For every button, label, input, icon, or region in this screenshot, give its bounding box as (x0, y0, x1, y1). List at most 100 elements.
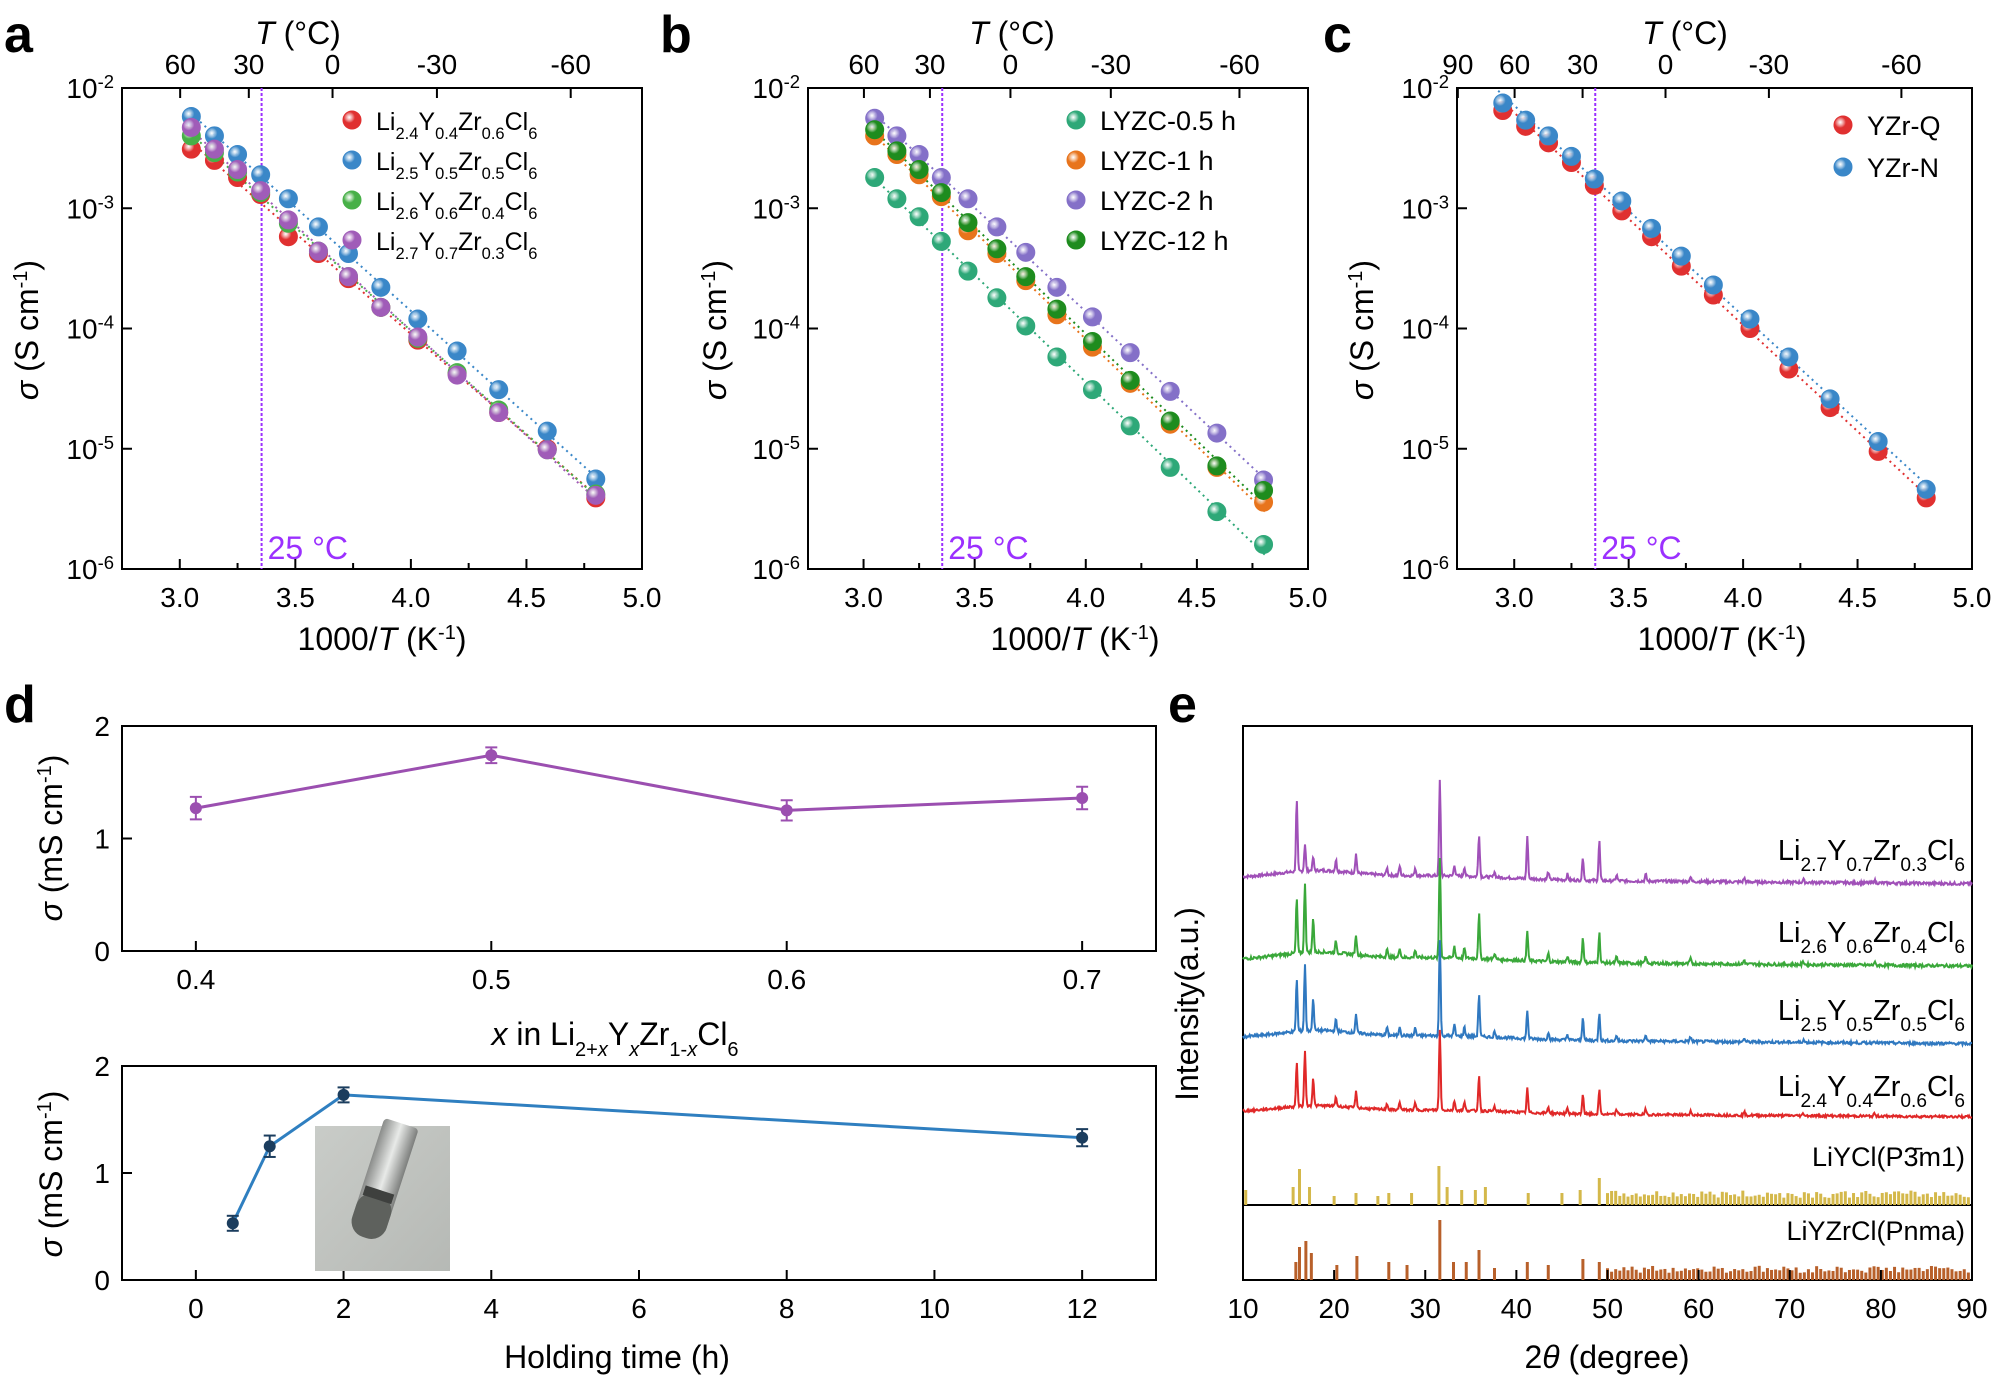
top-tick-label: 60 (848, 49, 879, 80)
panel-d-bottom-series (226, 1086, 1089, 1232)
data-point (489, 403, 509, 423)
panel-d-top-series (189, 746, 1089, 822)
pattern-label: Li2.7Y0.7Zr0.3Cl6 (1778, 835, 1965, 876)
panel-b-25c-label: 25 °C (948, 530, 1028, 566)
data-point (1160, 457, 1180, 477)
data-point (226, 1217, 239, 1230)
y-tick-label: 1 (94, 824, 110, 855)
x-tick-label: 4.0 (391, 582, 430, 613)
x-tick-label: 5.0 (623, 582, 662, 613)
reference-label: LiYZrCl(Pnma) (1786, 1216, 1965, 1246)
panel-a-xlabel: 1000/T (K-1) (298, 621, 467, 657)
xrd-pattern (1242, 1029, 1973, 1120)
data-point (447, 365, 467, 385)
data-point (1082, 331, 1102, 351)
y-tick-label: 10-5 (66, 431, 114, 465)
data-point (278, 210, 298, 230)
data-point (1671, 246, 1691, 266)
x-tick-label: 0 (188, 1293, 204, 1324)
data-point (887, 189, 907, 209)
data-point (1016, 316, 1036, 336)
x-tick-label: 20 (1319, 1293, 1350, 1324)
data-point (1047, 347, 1067, 367)
data-point (865, 168, 885, 188)
panel-a-top-ticks: 60 30 0 -30 -60 (165, 49, 591, 98)
panel-a-points (181, 106, 606, 508)
data-point (371, 277, 391, 297)
panel-e-references (1244, 1166, 1970, 1280)
panel-b-legend: LYZC-0.5 h LYZC-1 h LYZC-2 h LYZC-12 h (1066, 106, 1236, 256)
y-tick-label: 10-2 (752, 71, 800, 105)
panel-b-letter: b (660, 6, 692, 64)
legend-marker (1066, 230, 1086, 250)
xrd-pattern (1242, 857, 1973, 971)
panel-d-top-yticks: 0 1 2 (94, 711, 132, 967)
panel-e-xticks: 10 20 30 40 50 60 70 80 90 (1227, 1270, 1988, 1324)
data-point (537, 421, 557, 441)
x-tick-label: 8 (779, 1293, 795, 1324)
panel-c-top-xlabel: T (°C) (1642, 15, 1728, 51)
y-tick-label: 0 (94, 1265, 110, 1296)
legend-label: LYZC-1 h (1100, 146, 1214, 176)
data-point (1076, 792, 1089, 804)
data-point (1207, 423, 1227, 443)
reference-label: LiYCl(P3̄m1) (1812, 1142, 1965, 1172)
x-tick-label: 6 (631, 1293, 647, 1324)
panel-e-ylabel: Intensity(a.u.) (1169, 907, 1205, 1101)
panel-c-xticks: 3.0 3.5 4.0 4.5 5.0 (1495, 559, 1991, 613)
data-point (1082, 380, 1102, 400)
data-point (1207, 502, 1227, 522)
panel-c-letter: c (1323, 6, 1352, 64)
top-tick-label: 30 (233, 49, 264, 80)
y-tick-label: 2 (94, 711, 110, 742)
panel-c-top-ticks: 90 60 30 0 -30 -60 (1442, 49, 1922, 98)
data-point (263, 1140, 276, 1153)
panel-a-yticks: 10-6 10-5 10-4 10-3 10-2 (66, 71, 132, 585)
top-tick-label: -60 (1219, 49, 1259, 80)
y-tick-label: 1 (94, 1158, 110, 1189)
panel-e-xrd: e Li2.7Y0.7Zr0.3Cl6Li2.6Y0.6Zr0.4Cl6Li2.… (1168, 676, 1988, 1375)
data-point (1868, 431, 1888, 451)
legend-marker (342, 150, 362, 170)
top-tick-label: -30 (1749, 49, 1789, 80)
fit-line (186, 125, 599, 502)
series-line (231, 1093, 1083, 1224)
legend-marker (1066, 190, 1086, 210)
legend-label: Li2.7Y0.7Zr0.3Cl6 (376, 228, 537, 263)
panel-e-letter: e (1168, 676, 1197, 734)
data-point (447, 341, 467, 361)
panel-d-letter: d (4, 676, 36, 734)
fit-line (186, 109, 599, 480)
panel-b-top-ticks: 60 30 0 -30 -60 (848, 49, 1260, 98)
panel-b-top-xlabel: T (°C) (969, 15, 1055, 51)
panel-d-inset-photo (315, 1118, 450, 1271)
data-point (337, 1088, 350, 1101)
data-point (1561, 146, 1581, 166)
data-point (1493, 93, 1513, 113)
data-point (181, 117, 201, 137)
data-point (958, 261, 978, 281)
data-point (958, 213, 978, 233)
top-tick-label: 90 (1442, 49, 1473, 80)
panel-b-points (865, 108, 1274, 554)
data-point (1612, 191, 1632, 211)
legend-label: LYZC-2 h (1100, 186, 1214, 216)
data-point (1779, 347, 1799, 367)
panel-d-top-xticks: 0.4 0.5 0.6 0.7 (176, 941, 1102, 995)
legend-label: Li2.5Y0.5Zr0.5Cl6 (376, 148, 537, 183)
top-tick-label: 0 (325, 49, 341, 80)
legend-label: LYZC-0.5 h (1100, 106, 1236, 136)
top-tick-label: 30 (914, 49, 945, 80)
data-point (308, 241, 328, 261)
data-point (371, 297, 391, 317)
top-tick-label: 30 (1567, 49, 1598, 80)
data-point (1703, 275, 1723, 295)
x-tick-label: 0.7 (1063, 964, 1102, 995)
data-point (1254, 534, 1274, 554)
panel-c-legend: YZr-Q YZr-N (1833, 111, 1941, 183)
x-tick-label: 30 (1410, 1293, 1441, 1324)
data-point (228, 160, 248, 180)
legend-marker (1066, 150, 1086, 170)
data-point (909, 207, 929, 227)
data-point (780, 804, 793, 817)
